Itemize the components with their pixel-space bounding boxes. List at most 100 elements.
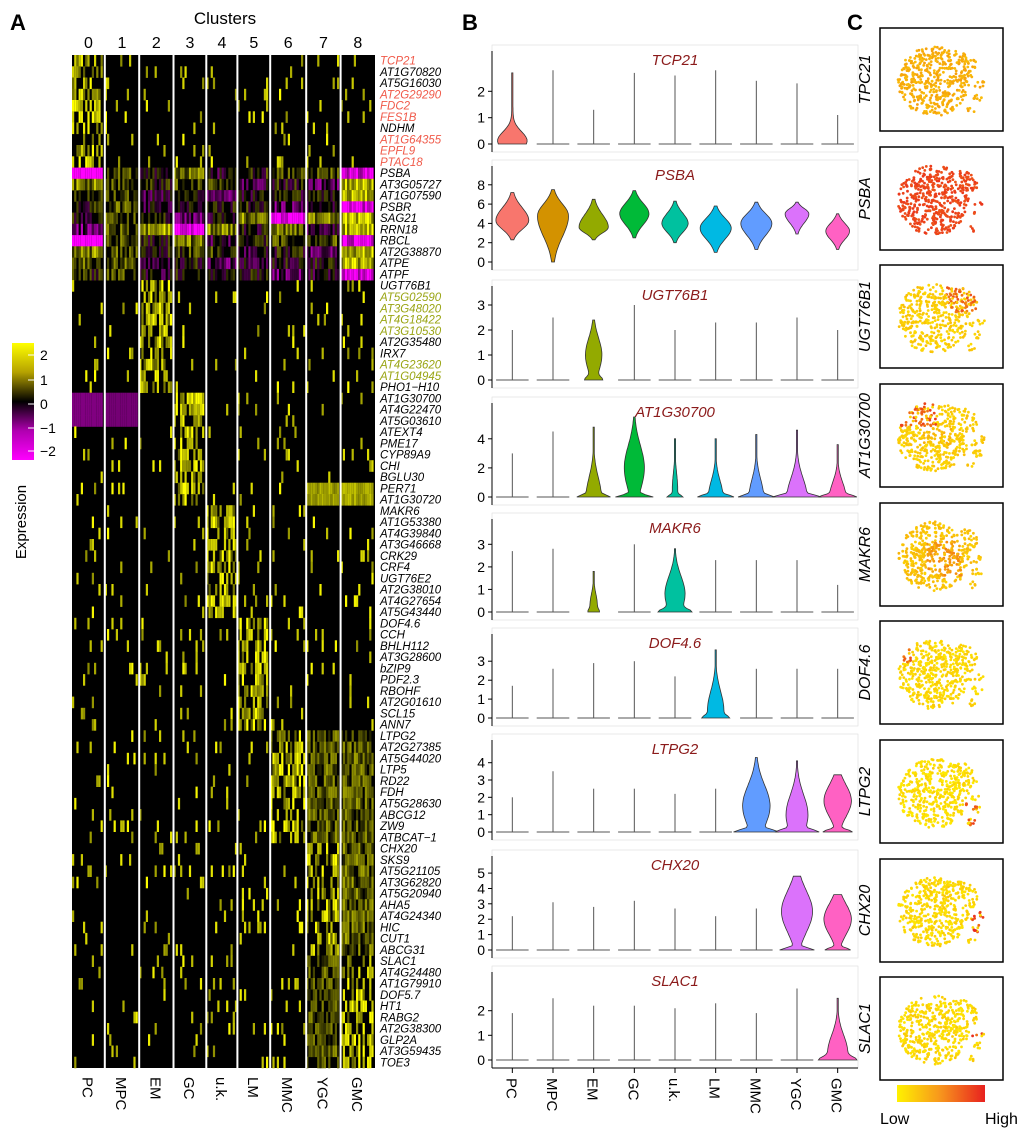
violin-gmc <box>822 774 853 833</box>
gene-label: AT1G64355 <box>379 134 442 146</box>
gene-label: FDC2 <box>380 101 411 113</box>
violin-ygc <box>779 875 815 951</box>
violin-uk. <box>657 548 693 613</box>
gene-label: PTAC18 <box>380 157 423 169</box>
tsne-plot: DOF4.6 <box>857 620 1004 725</box>
gene-label: SAG21 <box>380 213 417 225</box>
violin-tick-label: 1 <box>477 691 485 707</box>
gene-label: AHA5 <box>379 900 411 912</box>
gene-label: LTP5 <box>380 765 407 777</box>
gene-label: NDHM <box>380 123 415 135</box>
gene-label: UGT76B1 <box>380 281 431 293</box>
legend-tick: 0 <box>40 396 48 412</box>
violin-pc <box>497 72 528 145</box>
tsne-legend: Low High <box>880 1085 1018 1128</box>
violin-x-label: MMC <box>746 1078 763 1114</box>
gene-label: AT3G46668 <box>379 540 442 552</box>
tsne-plot: SLAC1 <box>857 976 1004 1081</box>
tsne-gene-label: AT1G30700 <box>857 393 874 479</box>
tsne-points <box>897 876 985 948</box>
legend-tick: −1 <box>40 420 56 436</box>
gene-label: AT4G24480 <box>379 967 442 979</box>
violin-em <box>576 426 611 498</box>
gene-label: bZIP9 <box>380 663 411 675</box>
gene-label: RRN18 <box>380 225 418 237</box>
tsne-points <box>896 45 986 117</box>
gene-label: MAKR6 <box>380 506 420 518</box>
violin-em <box>587 571 600 613</box>
violin-panel: DOF4.6 0 1 2 3 <box>477 627 859 727</box>
gene-label: FES1B <box>380 112 417 124</box>
gene-label: AT1G04945 <box>379 371 442 383</box>
violin-tick-label: 4 <box>477 215 485 231</box>
gene-label: TCP21 <box>380 56 416 68</box>
gene-label: AT1G53380 <box>379 517 442 529</box>
violin-mmc <box>737 434 775 498</box>
gene-label: ABCG31 <box>379 945 425 957</box>
gene-label: PSBR <box>380 202 411 214</box>
gene-label: ATBCAT−1 <box>379 832 437 844</box>
violin-panel: TCP21 0 1 2 <box>477 44 859 153</box>
gene-label: AT2G27385 <box>379 742 442 754</box>
gene-label: CYP89A9 <box>380 450 431 462</box>
tsne-gene-label: PSBA <box>857 177 874 220</box>
violin-tick-label: 0 <box>477 372 485 388</box>
gene-label: ZW9 <box>379 821 405 833</box>
panel-label-a: A <box>10 10 26 35</box>
tsne-frame <box>879 739 1004 844</box>
panel-label-b: B <box>462 10 478 35</box>
cluster-id-label: 7 <box>319 35 328 52</box>
violin-ygc <box>784 201 810 235</box>
gene-label: LTPG2 <box>380 731 416 743</box>
gene-label: ABCG12 <box>379 810 426 822</box>
violin-gene-title: DOF4.6 <box>649 635 702 652</box>
cluster-id-label: 6 <box>284 35 293 52</box>
gene-label: PER71 <box>380 483 416 495</box>
gene-label: GLP2A <box>380 1035 417 1047</box>
gene-label: AT4G39840 <box>379 528 442 540</box>
violin-mpc <box>537 189 569 263</box>
gene-label: AT3G28600 <box>379 652 442 664</box>
panel-c-tsne: C TPC21 PSBA UGT76B1 AT1G30700 MAKR6 DOF4.6 LTP… <box>847 10 1018 1128</box>
violin-tick-label: 4 <box>477 755 485 771</box>
violin-tick-label: 4 <box>477 431 485 447</box>
violin-panel: UGT76B1 0 1 2 3 <box>477 279 859 389</box>
violin-em <box>578 198 609 241</box>
gene-label: AT5G28630 <box>379 799 442 811</box>
gene-label: AT1G30700 <box>379 393 442 405</box>
tsne-points <box>897 283 986 354</box>
gene-label: AT4G18422 <box>379 315 442 327</box>
violin-tick-label: 3 <box>477 297 485 313</box>
cluster-name-label: GMC <box>348 1077 365 1112</box>
violin-uk. <box>661 200 689 244</box>
tsne-gene-label: SLAC1 <box>857 1003 874 1054</box>
violin-gc <box>619 190 650 239</box>
violin-ygc <box>772 429 822 498</box>
violin-tick-label: 1 <box>477 347 485 363</box>
gene-label: BGLU30 <box>380 472 425 484</box>
gene-label: AT5G44020 <box>379 754 442 766</box>
cluster-id-label: 0 <box>84 35 93 52</box>
tsne-plot: AT1G30700 <box>857 383 1004 488</box>
gene-label: CHI <box>380 461 401 473</box>
tsne-plot: TPC21 <box>857 27 1004 132</box>
violin-gmc <box>823 894 852 951</box>
violin-tick-label: 3 <box>477 772 485 788</box>
violin-tick-label: 1 <box>477 1027 485 1043</box>
tsne-frame <box>879 976 1004 1081</box>
gene-label: AT4G22470 <box>379 405 442 417</box>
gene-label: DOF4.6 <box>380 618 421 630</box>
violin-tick-label: 0 <box>477 254 485 270</box>
tsne-gene-label: MAKR6 <box>857 527 874 582</box>
gene-label: AT3G62820 <box>379 877 442 889</box>
violin-tick-label: 2 <box>477 322 485 338</box>
violin-x-label: YGC <box>787 1078 804 1111</box>
gene-label: SLAC1 <box>380 956 416 968</box>
gene-label: EPFL9 <box>380 146 416 158</box>
violin-tick-label: 3 <box>477 536 485 552</box>
gene-label: ATPF <box>379 270 410 282</box>
gene-label: RABG2 <box>380 1012 420 1024</box>
tsne-plot: CHX20 <box>857 858 1004 963</box>
legend-tick: 1 <box>40 372 48 388</box>
panel-b-violins: BTCP21012PSBA02468UGT76B10123AT1G3070002… <box>462 10 859 1114</box>
